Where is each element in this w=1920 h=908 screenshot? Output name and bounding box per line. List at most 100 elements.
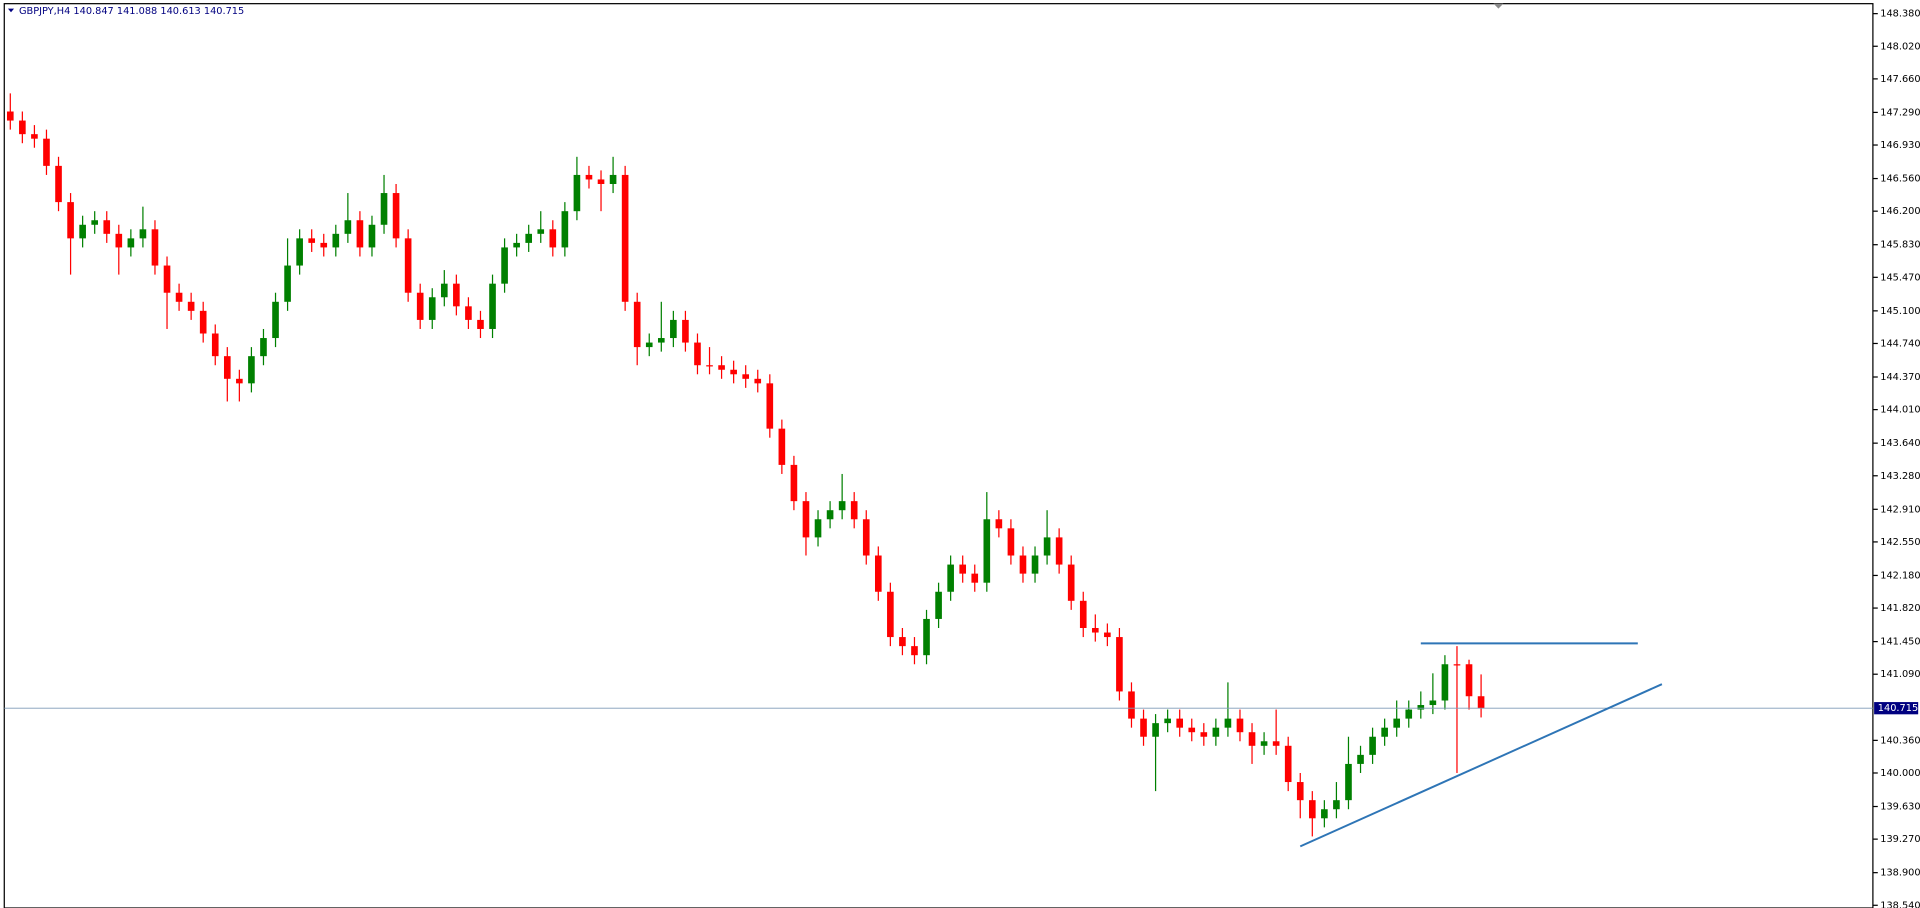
candle-body (1055, 537, 1063, 565)
candle-body (356, 220, 364, 248)
candle-body (139, 229, 147, 239)
candle-body (657, 338, 665, 343)
y-tick-label: 148.020 (1880, 41, 1920, 52)
candle-body (850, 501, 858, 520)
candle-body (1465, 664, 1473, 697)
candle-body (959, 564, 967, 574)
candle-body (561, 211, 569, 248)
candle-body (1272, 741, 1280, 746)
candle-body (175, 292, 183, 302)
candle-body (1224, 718, 1232, 728)
y-tick-label: 139.630 (1880, 802, 1920, 813)
y-tick-label: 144.740 (1880, 338, 1920, 349)
candle-body (1333, 800, 1340, 810)
candle-body (887, 591, 894, 638)
candle-body (19, 120, 26, 135)
candle-body (1128, 691, 1135, 719)
candle-body (501, 247, 508, 284)
candle-body (633, 301, 641, 348)
candle-body (682, 319, 689, 343)
last-price-tag (1874, 702, 1919, 715)
candle-body (995, 519, 1003, 529)
candle-body (392, 193, 400, 239)
y-tick-label: 146.930 (1880, 140, 1920, 151)
y-tick-label: 145.830 (1880, 240, 1920, 251)
candle-body (621, 174, 629, 302)
y-tick-label: 142.550 (1880, 537, 1920, 548)
candle-body (428, 297, 436, 320)
candle-body (1260, 741, 1268, 746)
candle-body (489, 283, 496, 329)
plot-frame (3, 3, 1874, 908)
candle-body (694, 342, 701, 366)
candle-body (296, 238, 303, 266)
candle-body (115, 233, 123, 248)
y-tick-label: 144.370 (1880, 372, 1920, 383)
candle-body (1140, 718, 1147, 737)
candle-body (368, 224, 376, 248)
candle-body (67, 202, 74, 239)
candle-body (380, 193, 388, 225)
candle-body (609, 174, 617, 184)
candle-body (1079, 600, 1087, 629)
candle-body (1381, 727, 1388, 737)
candle-body (1019, 555, 1027, 574)
candle-body (1007, 528, 1015, 556)
candle-body (971, 573, 979, 583)
candle-body (1248, 732, 1256, 746)
candle-body (706, 365, 713, 367)
candle-body (308, 238, 316, 243)
candle-body (6, 111, 14, 121)
candle-body (1345, 763, 1352, 801)
y-tick-label: 142.180 (1880, 570, 1920, 581)
candle-body (1357, 754, 1364, 764)
candle-body (537, 229, 545, 234)
candle-body (947, 564, 954, 592)
candle-body (1417, 705, 1425, 710)
candle-body (1429, 700, 1437, 706)
last-price-label: 140.715 (1878, 703, 1918, 714)
candle-body (1188, 727, 1196, 733)
candle-body (43, 138, 50, 166)
candle-body (320, 242, 328, 248)
shift-marker (1493, 3, 1504, 9)
candle-body (573, 174, 581, 212)
candle-body (55, 165, 62, 203)
candle-body (404, 238, 412, 293)
y-tick-label: 141.450 (1880, 637, 1920, 648)
candle-body (718, 365, 725, 370)
candle-body (236, 378, 243, 384)
candle-body (790, 464, 798, 502)
y-tick-label: 145.470 (1880, 272, 1920, 283)
y-tick-label: 143.640 (1880, 438, 1920, 449)
candle-body (151, 229, 159, 266)
candle-body (802, 501, 810, 538)
candle-body (1393, 718, 1401, 728)
candle-body (513, 242, 520, 248)
candle-body (923, 618, 930, 656)
candle-body (416, 292, 424, 320)
candle-body (223, 356, 231, 379)
candle-body (826, 510, 834, 520)
trend-line (1299, 683, 1663, 848)
candle-body (1091, 628, 1099, 633)
candle-body (1031, 555, 1039, 574)
candle-body (838, 501, 846, 511)
candle-body (549, 229, 557, 248)
candle-body (899, 637, 906, 647)
candle-body (1236, 718, 1244, 733)
y-tick-label: 138.540 (1880, 900, 1920, 908)
candle-body (332, 233, 340, 248)
candle-body (440, 283, 448, 298)
y-tick-label: 141.820 (1880, 603, 1920, 614)
candle-body (248, 356, 255, 384)
candle-body (1212, 727, 1220, 737)
y-tick-label: 146.200 (1880, 206, 1920, 217)
y-tick-label: 148.380 (1880, 9, 1920, 20)
candle-body (1321, 809, 1328, 819)
candle-body (585, 174, 593, 180)
menu-arrow[interactable] (7, 8, 15, 13)
candle-body (911, 646, 918, 656)
candle-body (127, 238, 135, 248)
